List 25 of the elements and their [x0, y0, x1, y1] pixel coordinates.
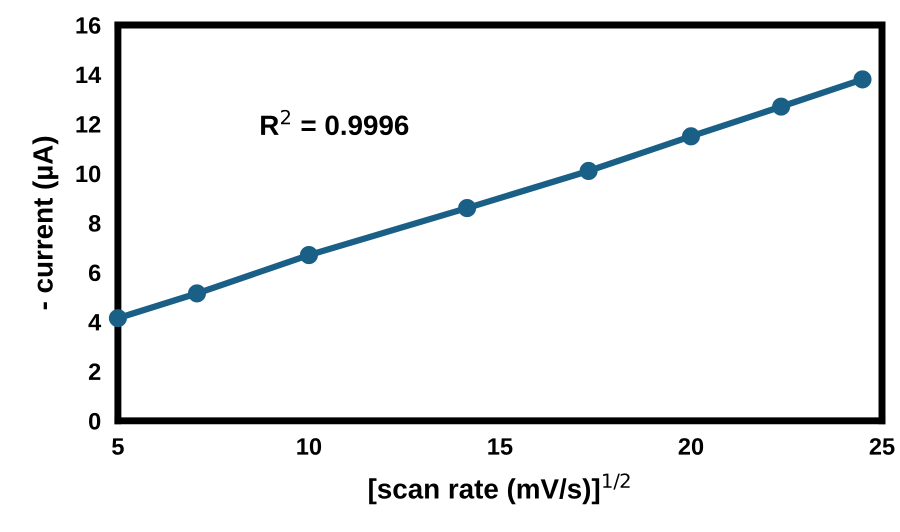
y-axis-title: - current (µA) — [32, 136, 58, 310]
point — [188, 284, 206, 302]
y-tick-label: 8 — [88, 214, 101, 232]
annotation: R$^{2}$ = 0.9996 — [261, 110, 408, 136]
x-axis-title: [scan rate (mV/s)]$^{1/2}$ — [369, 473, 630, 504]
y-tick-label: 12 — [76, 116, 100, 133]
y-tick-label: 2 — [88, 363, 100, 380]
y-tick-label: 6 — [88, 264, 100, 282]
x-tick-label: 25 — [870, 438, 894, 455]
x-tick-label: 10 — [297, 438, 322, 455]
point — [108, 309, 127, 328]
point — [300, 246, 318, 264]
x-tick-label: 15 — [488, 438, 512, 455]
y-tick-label: 4 — [88, 314, 102, 330]
point — [772, 98, 790, 116]
y-tick-label: 16 — [76, 17, 100, 34]
point — [458, 199, 476, 218]
point — [682, 127, 700, 146]
y-tick-label: 0 — [89, 412, 100, 430]
point — [580, 162, 598, 180]
x-tick-label: 5 — [112, 438, 124, 455]
point — [853, 70, 872, 88]
x-tick-label: 20 — [678, 438, 704, 455]
y-tick-label: 10 — [76, 166, 100, 182]
y-tick-label: 14 — [76, 66, 102, 84]
